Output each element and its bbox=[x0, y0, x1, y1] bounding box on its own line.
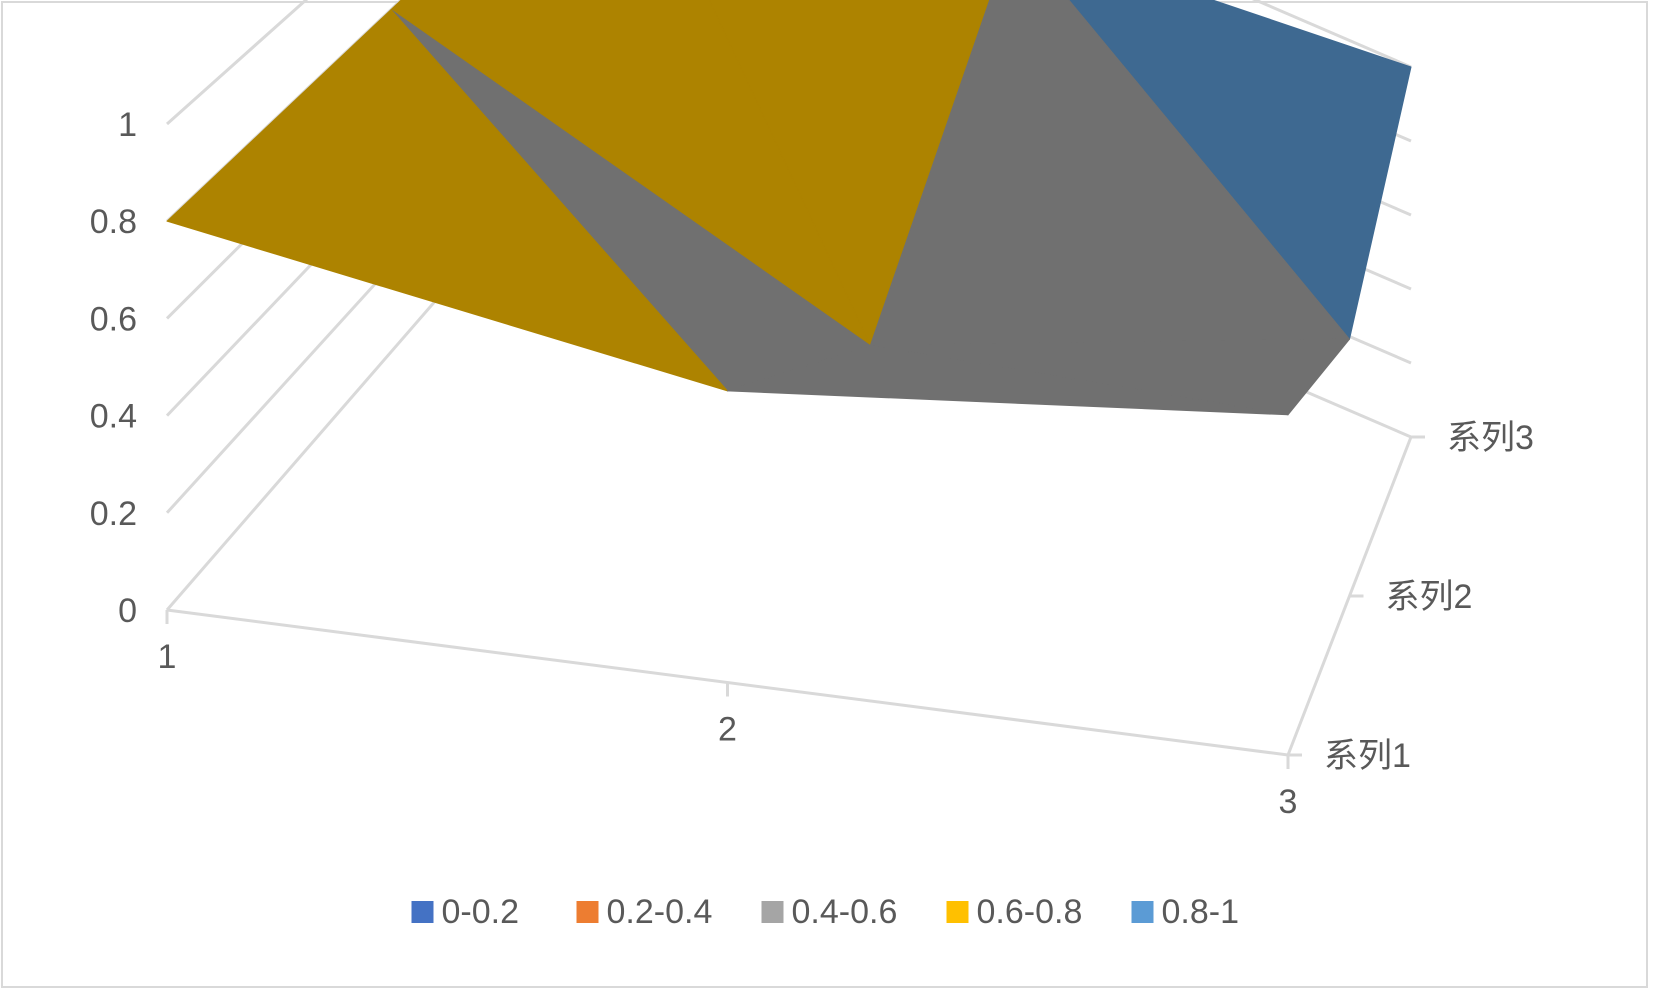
legend-item: 0.8-1 bbox=[1131, 893, 1240, 931]
legend-label: 0-0.2 bbox=[442, 893, 520, 931]
legend-swatch bbox=[946, 901, 969, 923]
legend-label: 0.4-0.6 bbox=[792, 893, 898, 931]
x-tick-label: 1 bbox=[158, 638, 177, 676]
x-tick-label: 3 bbox=[1279, 783, 1298, 821]
x-axis: 1 2 3 bbox=[158, 610, 1298, 821]
surface-facet bbox=[727, 345, 1289, 416]
legend-swatch bbox=[1131, 901, 1154, 923]
depth-tick-label: 系列1 bbox=[1324, 737, 1411, 775]
z-axis: 0 0.2 0.4 0.6 0.8 1 bbox=[90, 106, 137, 630]
surface-facet bbox=[166, 9, 728, 392]
legend-swatch bbox=[411, 901, 434, 923]
legend-item: 0.2-0.4 bbox=[576, 893, 713, 931]
z-tick-label: 0.2 bbox=[90, 495, 137, 533]
legend-swatch bbox=[761, 901, 784, 923]
surface-plot bbox=[166, 0, 1412, 416]
legend-item: 0.4-0.6 bbox=[761, 893, 898, 931]
z-tick-label: 1 bbox=[118, 106, 137, 144]
legend-item: 0-0.2 bbox=[411, 893, 520, 931]
legend-label: 0.8-1 bbox=[1162, 893, 1240, 931]
z-tick-label: 0.6 bbox=[90, 300, 137, 338]
legend-label: 0.6-0.8 bbox=[977, 893, 1083, 931]
legend-swatch bbox=[576, 901, 599, 923]
depth-axis: 系列1 系列2 系列3 bbox=[1288, 419, 1534, 775]
legend-label: 0.2-0.4 bbox=[607, 893, 713, 931]
x-tick-label: 2 bbox=[718, 711, 737, 749]
depth-tick-label: 系列2 bbox=[1386, 578, 1473, 616]
legend: 0-0.2 0.2-0.4 0.4-0.6 0.6-0.8 0.8-1 bbox=[411, 893, 1240, 931]
legend-item: 0.6-0.8 bbox=[946, 893, 1083, 931]
z-tick-label: 0 bbox=[118, 592, 137, 630]
depth-tick-label: 系列3 bbox=[1447, 419, 1534, 457]
z-tick-label: 0.4 bbox=[90, 398, 137, 436]
floor-axes bbox=[166, 436, 1413, 757]
z-tick-label: 0.8 bbox=[90, 203, 137, 241]
